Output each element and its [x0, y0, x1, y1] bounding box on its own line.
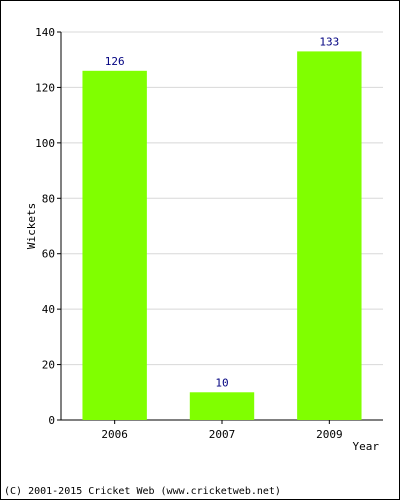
x-axis-label: Year [353, 440, 380, 453]
copyright-footer: (C) 2001-2015 Cricket Web (www.cricketwe… [4, 486, 281, 497]
bar [189, 392, 255, 420]
x-tick-label: 2009 [316, 428, 343, 441]
bar [297, 51, 362, 421]
y-tick-label: 60 [42, 248, 55, 261]
x-tick-label: 2007 [209, 428, 236, 441]
x-tick-label: 2006 [101, 428, 128, 441]
data-labels: 126 10 133 [105, 35, 340, 389]
y-tick-label: 80 [42, 192, 55, 205]
tick-labels: 0 20 40 60 80 100 120 140 2006 2007 2009 [35, 26, 342, 441]
data-label: 10 [215, 376, 228, 389]
y-tick-label: 0 [48, 414, 55, 427]
y-tick-label: 120 [35, 81, 55, 94]
y-tick-label: 100 [35, 137, 55, 150]
bars [82, 51, 362, 421]
y-tick-label: 20 [42, 359, 55, 372]
y-tick-label: 140 [35, 26, 55, 39]
bar [82, 70, 147, 421]
y-axis-label: Wickets [25, 203, 38, 249]
y-tick-label: 40 [42, 303, 55, 316]
data-label: 133 [319, 35, 339, 48]
data-label: 126 [105, 55, 125, 68]
